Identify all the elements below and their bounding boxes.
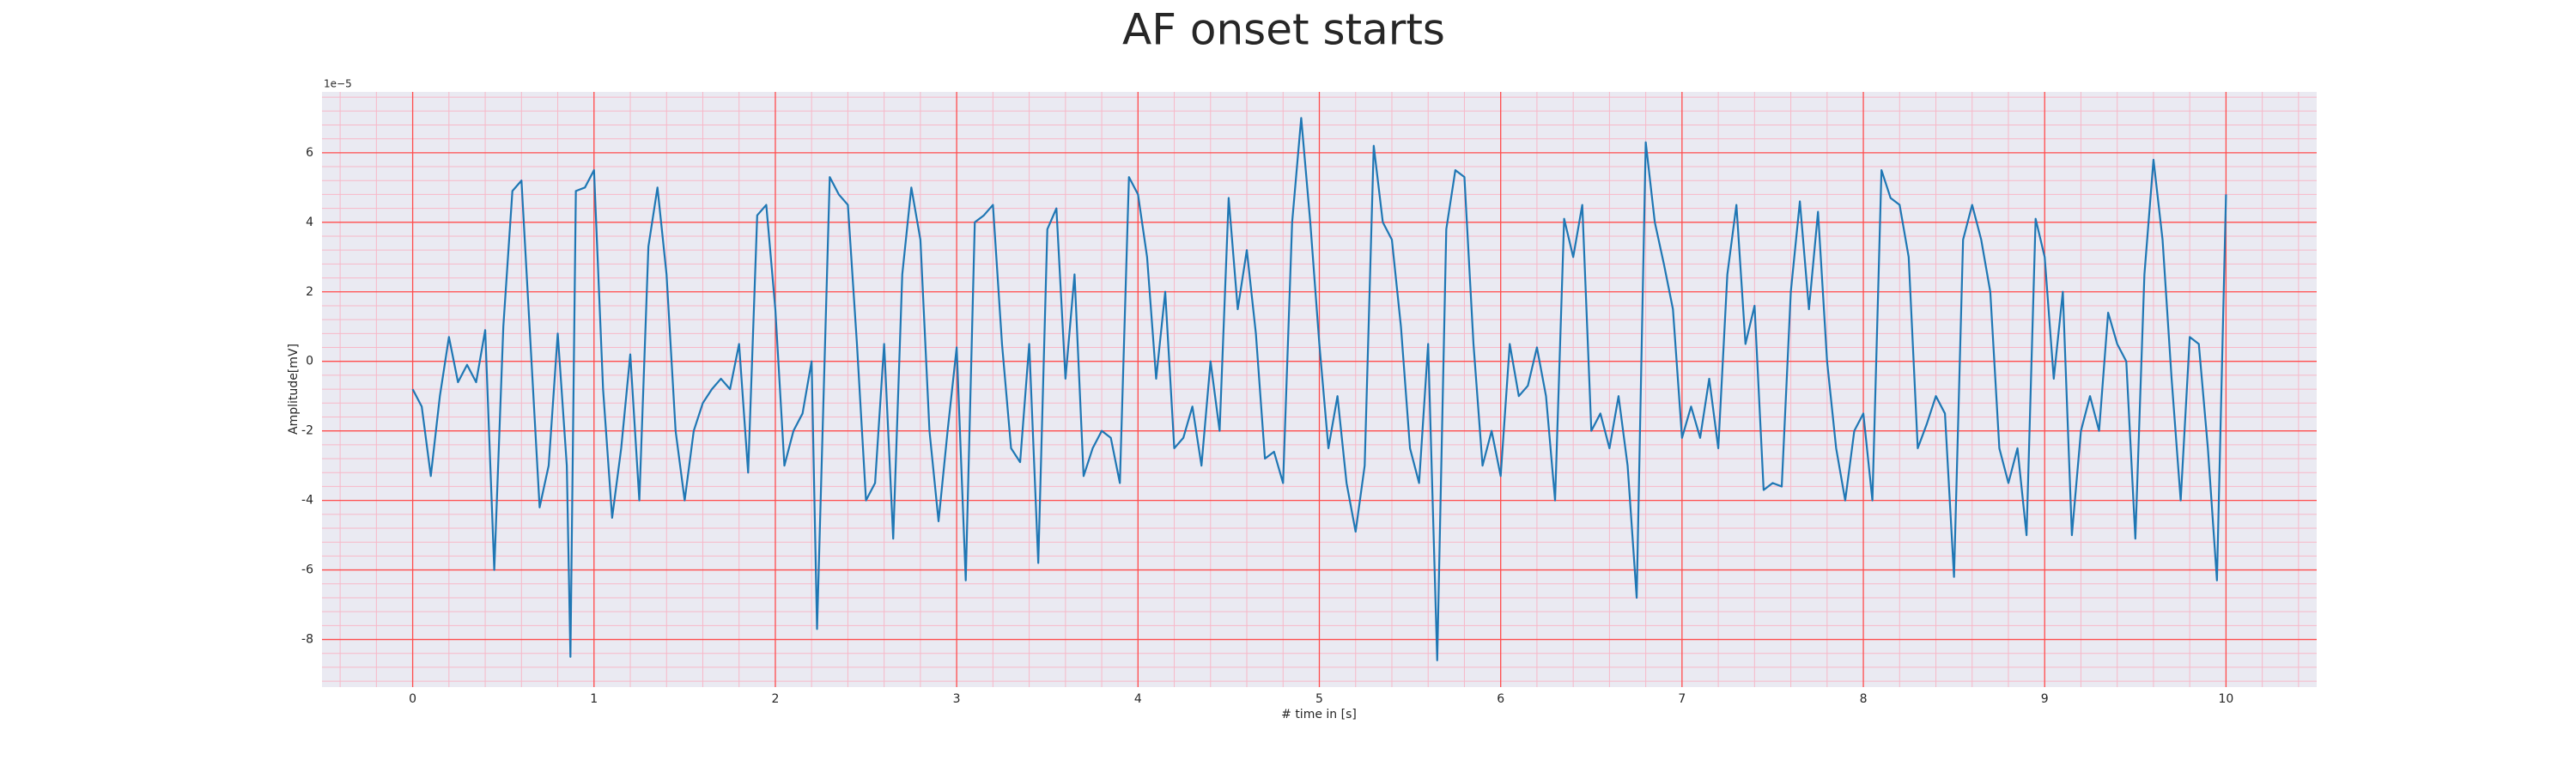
- x-tick-label: 8: [1860, 692, 1868, 706]
- y-tick-label: -2: [301, 424, 313, 438]
- x-tick-label: 1: [590, 692, 598, 706]
- y-tick-label: 6: [306, 146, 313, 160]
- x-tick-label: 10: [2218, 692, 2233, 706]
- y-offset-label: 1e−5: [324, 78, 352, 90]
- x-tick-label: 4: [1134, 692, 1142, 706]
- y-tick-label: 2: [306, 285, 313, 299]
- x-tick-label: 6: [1497, 692, 1504, 706]
- x-tick-label: 2: [771, 692, 779, 706]
- x-tick-label: 0: [409, 692, 416, 706]
- y-tick-label: -8: [301, 633, 313, 647]
- chart-title: AF onset starts: [1122, 5, 1445, 55]
- x-tick-label: 3: [953, 692, 961, 706]
- y-tick-label: -4: [301, 494, 313, 508]
- y-tick-label: 0: [306, 355, 313, 368]
- y-axis-label: Amplitude[mV]: [287, 344, 301, 435]
- signal-line: [411, 117, 2227, 661]
- x-tick-label: 9: [2041, 692, 2049, 706]
- x-axis-label: # time in [s]: [1281, 708, 1357, 721]
- y-tick-label: -6: [301, 563, 313, 577]
- x-tick-label: 5: [1315, 692, 1323, 706]
- x-tick-label: 7: [1678, 692, 1686, 706]
- y-tick-label: 4: [306, 216, 313, 229]
